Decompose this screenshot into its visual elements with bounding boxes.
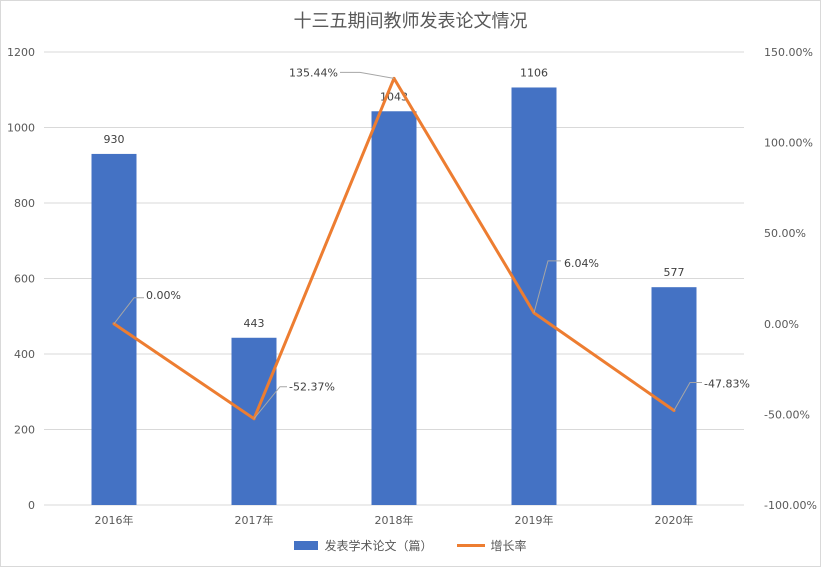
line-data-label: -52.37% bbox=[289, 381, 335, 394]
chart-title: 十三五期间教师发表论文情况 bbox=[293, 11, 528, 32]
bar bbox=[231, 337, 277, 505]
legend-swatch-bar bbox=[294, 541, 319, 550]
bar bbox=[651, 287, 697, 505]
y-left-tick-label: 200 bbox=[14, 424, 35, 437]
bar bbox=[511, 87, 557, 506]
x-tick-label: 2016年 bbox=[95, 513, 134, 527]
legend-item-bar-series: 发表学术论文（篇） bbox=[294, 537, 433, 554]
bar-data-label: 1106 bbox=[520, 66, 548, 79]
leader-line bbox=[253, 386, 287, 420]
x-tick-label: 2018年 bbox=[375, 513, 414, 527]
y-right-tick-label: 50.00% bbox=[764, 227, 806, 240]
line-data-label: 0.00% bbox=[146, 289, 181, 302]
leader-line bbox=[340, 71, 395, 79]
bar bbox=[371, 111, 417, 505]
legend-label-bar-series: 发表学术论文（篇） bbox=[324, 539, 433, 553]
y-left-tick-label: 800 bbox=[14, 197, 35, 210]
leader-line bbox=[113, 297, 144, 325]
x-tick-label: 2020年 bbox=[655, 513, 694, 527]
y-left-tick-label: 400 bbox=[14, 348, 35, 361]
line-data-label: 135.44% bbox=[289, 66, 338, 79]
bar-data-label: 443 bbox=[244, 317, 265, 330]
y-right-tick-label: -100.00% bbox=[764, 499, 817, 512]
bar bbox=[91, 153, 137, 506]
leader-line bbox=[673, 381, 702, 411]
bar-data-label: 577 bbox=[664, 266, 685, 279]
legend-swatch-line bbox=[456, 544, 485, 547]
bar-data-label: 930 bbox=[104, 133, 125, 146]
line-data-label: -47.83% bbox=[704, 377, 750, 390]
legend: 发表学术论文（篇） 增长率 bbox=[1, 537, 820, 554]
y-right-tick-label: 100.00% bbox=[764, 137, 813, 150]
y-left-tick-label: 600 bbox=[14, 273, 35, 286]
leader-line bbox=[533, 260, 561, 313]
legend-item-line-series: 增长率 bbox=[456, 537, 527, 554]
y-left-tick-label: 0 bbox=[28, 499, 35, 512]
legend-label-line-series: 增长率 bbox=[490, 539, 527, 553]
x-tick-label: 2017年 bbox=[235, 513, 274, 527]
y-right-tick-label: -50.00% bbox=[764, 408, 810, 421]
y-right-tick-label: 0.00% bbox=[764, 318, 799, 331]
x-tick-label: 2019年 bbox=[515, 513, 554, 527]
y-left-tick-label: 1000 bbox=[7, 122, 35, 135]
y-right-tick-label: 150.00% bbox=[764, 46, 813, 59]
line-data-label: 6.04% bbox=[564, 257, 599, 270]
y-left-tick-label: 1200 bbox=[7, 46, 35, 59]
